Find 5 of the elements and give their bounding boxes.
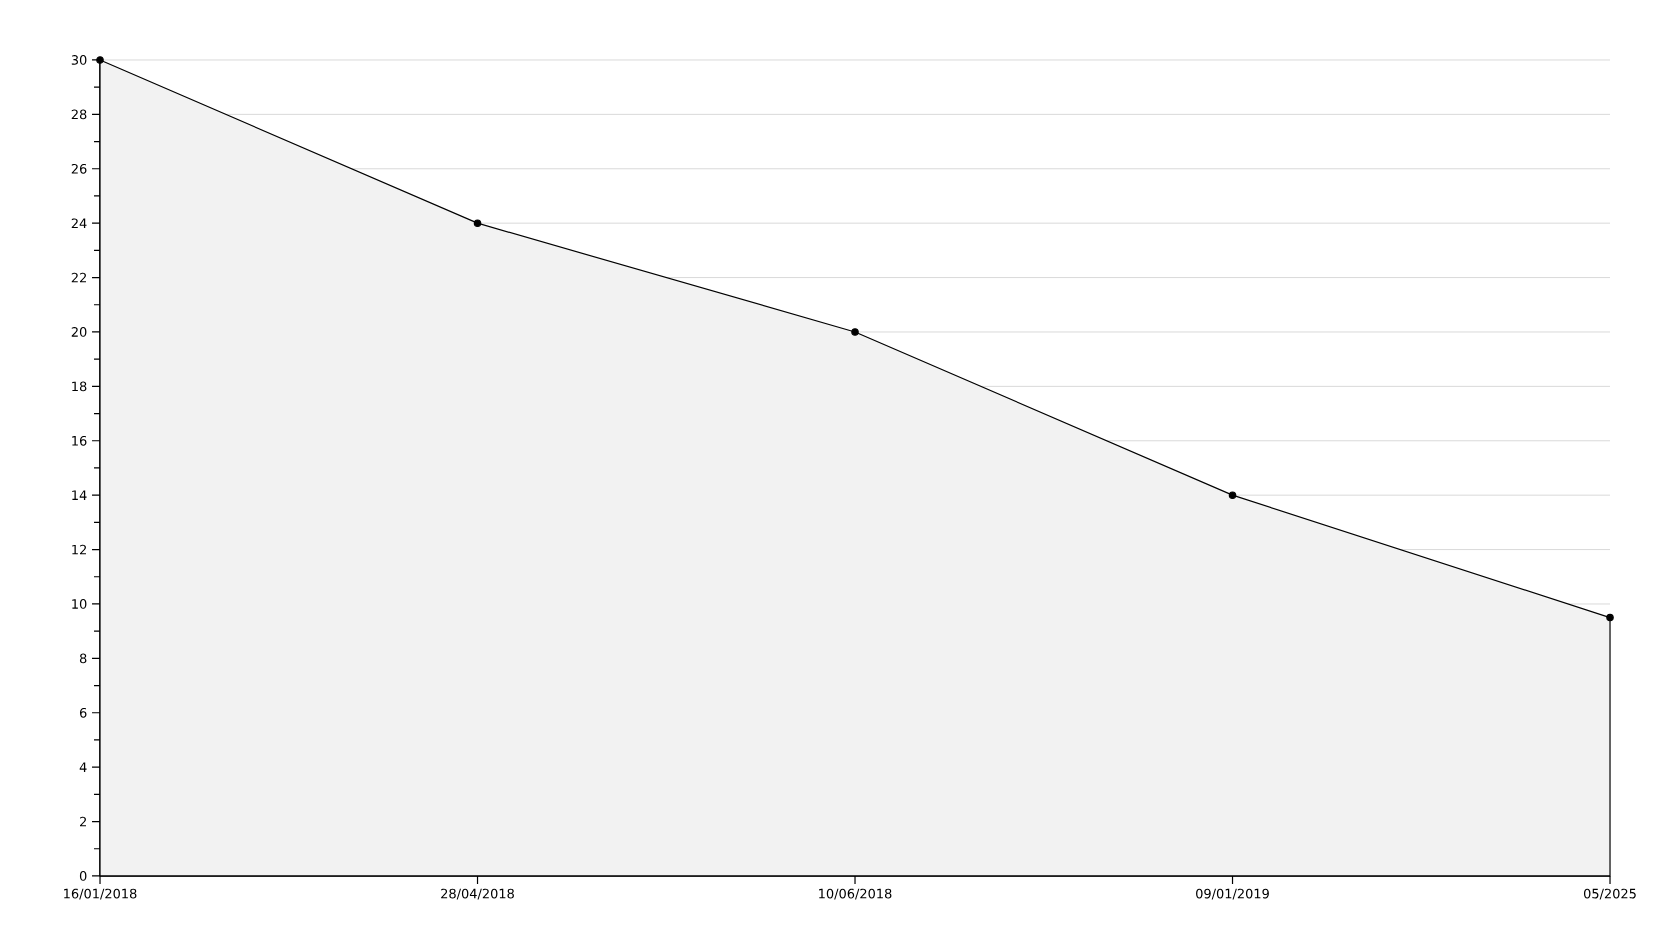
point bbox=[1606, 613, 1614, 622]
point bbox=[473, 219, 482, 227]
point bbox=[96, 56, 104, 64]
point bbox=[851, 328, 859, 336]
point bbox=[1228, 491, 1237, 499]
